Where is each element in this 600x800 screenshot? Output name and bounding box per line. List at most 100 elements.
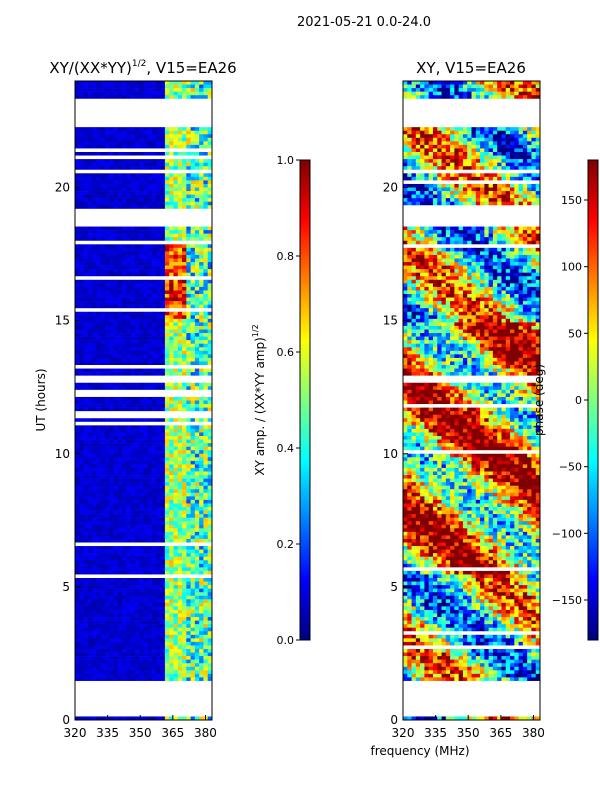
heatmap-cell <box>190 567 196 572</box>
heatmap-cell <box>152 475 157 479</box>
heatmap-cell <box>173 176 179 181</box>
heatmap-cell <box>79 652 84 657</box>
heatmap-cell <box>104 457 110 462</box>
heatmap-cell <box>182 439 187 444</box>
heatmap-cell <box>96 620 102 625</box>
heatmap-cell <box>199 432 204 437</box>
heatmap-cell <box>122 407 127 412</box>
heatmap-cell <box>190 183 196 188</box>
heatmap-cell <box>113 418 119 423</box>
heatmap-cell <box>113 599 119 604</box>
heatmap-cell <box>96 173 102 178</box>
heatmap-cell <box>182 134 187 139</box>
heatmap-cell <box>87 205 93 210</box>
heatmap-cell <box>96 166 102 171</box>
heatmap-cell <box>199 496 204 501</box>
heatmap-cell <box>199 357 204 362</box>
heatmap-gap-row <box>403 102 540 107</box>
heatmap-cell <box>113 166 119 171</box>
heatmap-cell <box>109 475 114 479</box>
heatmap-cell <box>143 606 149 611</box>
heatmap-cell <box>117 251 123 256</box>
heatmap-cell <box>104 595 110 600</box>
heatmap-cell <box>96 563 102 568</box>
heatmap-cell <box>160 329 166 334</box>
heatmap-cell <box>203 137 209 142</box>
heatmap-cell <box>194 503 200 508</box>
heatmap-cell <box>75 233 80 238</box>
heatmap-cell <box>484 95 490 100</box>
heatmap-cell <box>100 343 106 348</box>
heatmap-cell <box>203 162 209 167</box>
heatmap-cell <box>139 372 144 376</box>
heatmap-cell <box>139 609 144 614</box>
heatmap-cell <box>104 233 110 238</box>
heatmap-cell <box>126 283 132 288</box>
heatmap-cell <box>122 400 127 405</box>
heatmap-cell <box>182 311 187 316</box>
heatmap-cell <box>199 166 204 171</box>
heatmap-cell <box>96 677 102 682</box>
heatmap-cell <box>203 528 209 533</box>
heatmap-cell <box>139 460 144 465</box>
heatmap-cell <box>143 166 149 171</box>
heatmap-cell <box>441 148 447 153</box>
heatmap-cell <box>122 286 127 291</box>
heatmap-cell <box>147 450 153 455</box>
heatmap-cell <box>164 315 170 320</box>
heatmap-cell <box>122 144 127 149</box>
heatmap-cell <box>83 475 89 479</box>
heatmap-cell <box>160 290 166 295</box>
heatmap-cell <box>475 134 481 139</box>
heatmap-cell <box>169 649 174 653</box>
heatmap-cell <box>147 531 153 536</box>
heatmap-cell <box>203 265 209 270</box>
heatmap-cell <box>83 553 89 557</box>
heatmap-cell <box>134 187 140 192</box>
heatmap-cell <box>207 588 212 593</box>
heatmap-cell <box>126 404 132 408</box>
heatmap-cell <box>113 649 119 653</box>
heatmap-cell <box>75 528 80 533</box>
heatmap-cell <box>194 322 200 327</box>
heatmap-cell <box>194 531 200 536</box>
heatmap-cell <box>207 134 212 139</box>
heatmap-cell <box>87 95 93 100</box>
heatmap-cell <box>122 556 127 561</box>
heatmap-cell <box>139 279 144 284</box>
heatmap-cell <box>126 602 132 607</box>
heatmap-cell <box>160 556 166 561</box>
heatmap-cell <box>126 606 132 611</box>
heatmap-cell <box>126 130 132 135</box>
heatmap-cell <box>173 237 179 242</box>
heatmap-cell <box>207 361 212 366</box>
heatmap-cell <box>199 247 204 252</box>
heatmap-cell <box>152 446 157 451</box>
heatmap-cell <box>122 436 127 440</box>
heatmap-cell <box>190 588 196 593</box>
heatmap-cell <box>194 578 200 582</box>
heatmap-cell <box>96 315 102 320</box>
heatmap-cell <box>467 148 472 153</box>
heatmap-cell <box>117 617 123 621</box>
heatmap-cell <box>79 489 84 494</box>
heatmap-cell <box>139 361 144 366</box>
heatmap-cell <box>203 294 209 298</box>
heatmap-cell <box>79 372 84 376</box>
heatmap-cell <box>160 627 166 632</box>
heatmap-cell <box>186 127 191 131</box>
heatmap-cell <box>190 631 196 636</box>
heatmap-cell <box>156 617 162 621</box>
heatmap-cell <box>104 475 110 479</box>
heatmap-cell <box>182 659 187 664</box>
heatmap-cell <box>100 198 106 202</box>
heatmap-cell <box>87 521 93 526</box>
heatmap-cell <box>100 609 106 614</box>
heatmap-cell <box>190 322 196 327</box>
heatmap-cell <box>203 322 209 327</box>
heatmap-cell <box>117 84 123 89</box>
heatmap-cell <box>75 404 80 408</box>
heatmap-cell <box>75 191 80 195</box>
heatmap-cell <box>169 361 174 366</box>
heatmap-cell <box>471 144 477 149</box>
